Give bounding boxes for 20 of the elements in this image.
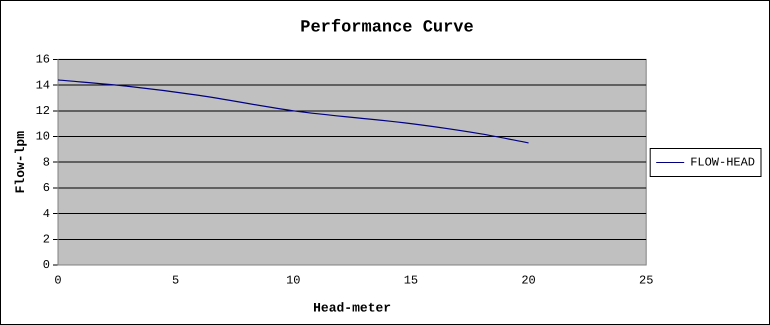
x-tick-label: 15 xyxy=(404,273,418,288)
y-tick-label: 10 xyxy=(36,130,50,144)
y-tick-label: 4 xyxy=(42,206,50,221)
x-axis-title: Head-meter xyxy=(313,300,392,316)
x-tick-label: 5 xyxy=(172,273,180,288)
x-tick-label: 25 xyxy=(638,273,654,288)
legend-label: FLOW-HEAD xyxy=(690,156,755,170)
line-series xyxy=(58,79,530,144)
x-tick-label: 10 xyxy=(286,273,300,288)
y-axis-title: Flow-lpm xyxy=(13,130,28,194)
chart-title: Performance Curve xyxy=(300,18,474,38)
y-tick-label: 8 xyxy=(42,155,50,170)
y-tick-label: 6 xyxy=(42,181,50,196)
y-tick-label: 0 xyxy=(42,258,50,272)
y-tick-label: 12 xyxy=(36,104,50,118)
y-tick-label: 2 xyxy=(42,232,50,246)
x-tick-label: 20 xyxy=(521,273,536,288)
y-tick-label: 16 xyxy=(36,52,50,67)
y-tick-label: 14 xyxy=(36,78,50,92)
x-tick-label: 0 xyxy=(54,273,62,288)
